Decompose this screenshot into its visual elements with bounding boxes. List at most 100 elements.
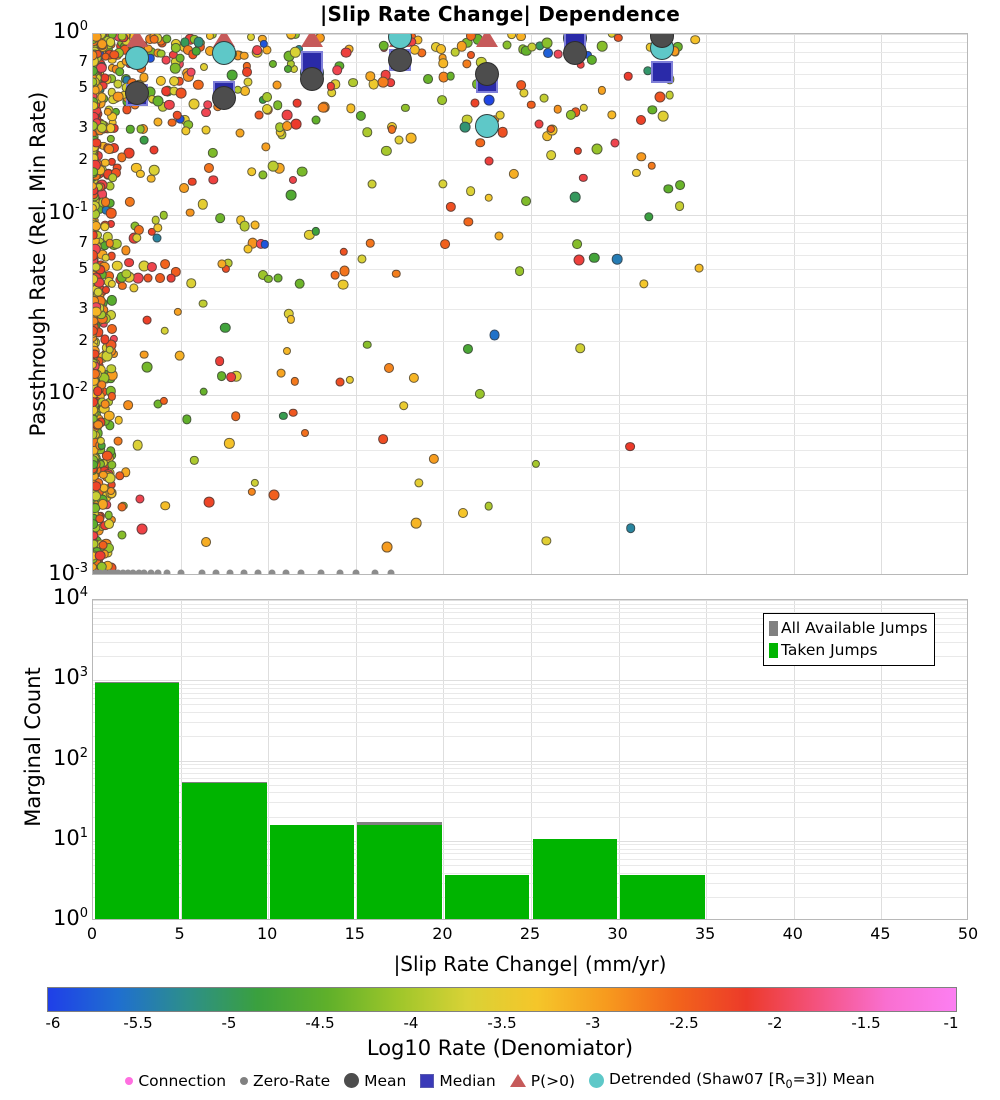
scatter-point [188,98,200,110]
scatter-point [338,279,349,291]
x-tick-label: 45 [870,924,891,943]
colorbar-tick-label: -1.5 [851,1014,881,1032]
scatter-point [401,103,410,112]
scatter-point [258,170,268,180]
scatter-point [136,523,148,535]
gridline-horizontal [93,269,967,271]
y-tick-label-major: 101 [52,825,88,850]
gridline-horizontal [93,435,967,437]
histogram-bar-taken [532,838,618,919]
scatter-point [247,166,257,177]
scatter-point [230,411,241,422]
gridline-horizontal [93,254,967,256]
scatter-point [438,179,448,189]
scatter-point [132,439,143,451]
circle-icon [589,1073,605,1089]
scatter-point [484,156,494,166]
scatter-point [392,269,401,279]
x-tick-label: 25 [519,924,541,943]
marker-p-greater-zero [476,34,499,47]
y-tick-label-major: 103 [52,665,88,690]
legend-entry-taken-jumps: Taken Jumps [769,639,928,661]
gridline-horizontal [93,423,967,425]
legend-entry-all-available-jumps: All Available Jumps [769,617,928,639]
marker-legend-label: Zero-Rate [253,1071,331,1090]
scatter-point [579,103,588,112]
histogram-y-axis-label: Marginal Count [21,667,45,827]
gridline-vertical [531,34,532,574]
scatter-point [553,104,562,114]
marker-legend-label: Detrended (Shaw07 [R0=3]) Mean [609,1070,875,1092]
x-tick-label: 40 [782,924,803,943]
scatter-point [378,434,389,445]
scatter-point [495,110,505,120]
scatter-point [494,231,504,241]
scatter-point [243,77,253,87]
gridline-horizontal [93,489,967,491]
scatter-point [216,371,227,382]
scatter-point [367,179,377,189]
marker-legend-item-median: Median [420,1072,496,1090]
scatter-point [674,180,685,191]
colorbar-tick-label: -2 [767,1014,783,1032]
scatter-point [674,201,685,211]
scatter-point [502,40,512,50]
scatter-point [378,40,389,51]
scatter-point [159,210,169,220]
gridline-horizontal [93,214,967,216]
scatter-point [289,408,298,417]
scatter-point [268,59,278,68]
gridline-horizontal [93,395,967,397]
colorbar-tick-labels: -6 -5.5 -5 -4.5 -4 -3.5 -3 -2.5 -2 -1.5 -1 [45,1014,959,1036]
scatter-point [201,536,212,547]
gridline-horizontal [93,286,967,288]
scatter-point [286,315,296,324]
scatter-point [520,195,531,206]
x-axis-tick-labels: 0 5 10 15 20 25 30 35 40 45 50 [0,924,1000,952]
scatter-point [155,273,166,284]
scatter-point [276,368,286,378]
scatter-point [625,441,635,452]
histogram-bar-taken [444,875,530,919]
scatter-point [155,75,166,86]
scatter-point [285,189,297,201]
scatter-point [111,260,123,271]
colorbar-tick-label: -3.5 [487,1014,517,1032]
scatter-point [123,399,134,410]
gridline-horizontal [93,309,967,311]
scatter-point [546,150,556,161]
colorbar-tick-label: -5 [221,1014,237,1032]
scatter-point [254,110,264,120]
scatter-point [451,47,460,57]
gridline-horizontal [93,128,967,130]
scatter-point [587,54,598,65]
scatter-point [624,71,633,81]
summary-markers-layer [93,34,967,574]
scatter-point [215,213,225,224]
scatter-point [508,168,519,180]
scatter-point [394,135,404,145]
scatter-point [553,49,563,59]
gridline-vertical [443,34,445,574]
scatter-point [200,63,209,72]
colorbar-tick-label: -6 [45,1014,61,1032]
gridline-horizontal [93,412,967,414]
scatter-point [542,131,552,141]
scatter-point [428,453,439,464]
gridline-horizontal [93,88,967,90]
scatter-point [463,216,473,227]
scatter-point [366,239,375,248]
colorbar-tick-label: -4 [403,1014,419,1032]
square-icon [420,1073,435,1088]
gridline-horizontal [93,403,967,405]
scatter-point [182,414,192,425]
scatter-point [311,115,321,125]
marker-mean [475,62,500,87]
scatter-panel [92,33,968,575]
scatter-point [180,126,191,136]
scatter-point [199,387,209,396]
histogram-bar-taken [269,824,355,919]
scatter-point [203,496,215,508]
marker-mean [124,81,149,106]
